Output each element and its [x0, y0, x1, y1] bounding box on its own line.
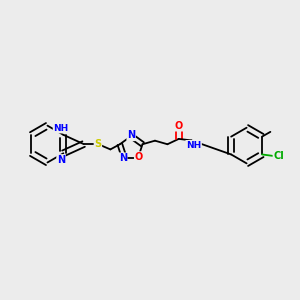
- Text: NH: NH: [53, 124, 69, 133]
- Text: NH: NH: [186, 141, 201, 150]
- Text: N: N: [127, 130, 135, 140]
- Text: Cl: Cl: [273, 151, 284, 161]
- Text: O: O: [135, 152, 143, 162]
- Text: N: N: [118, 153, 127, 163]
- Text: O: O: [175, 121, 183, 131]
- Text: N: N: [57, 155, 65, 165]
- Text: S: S: [94, 139, 101, 149]
